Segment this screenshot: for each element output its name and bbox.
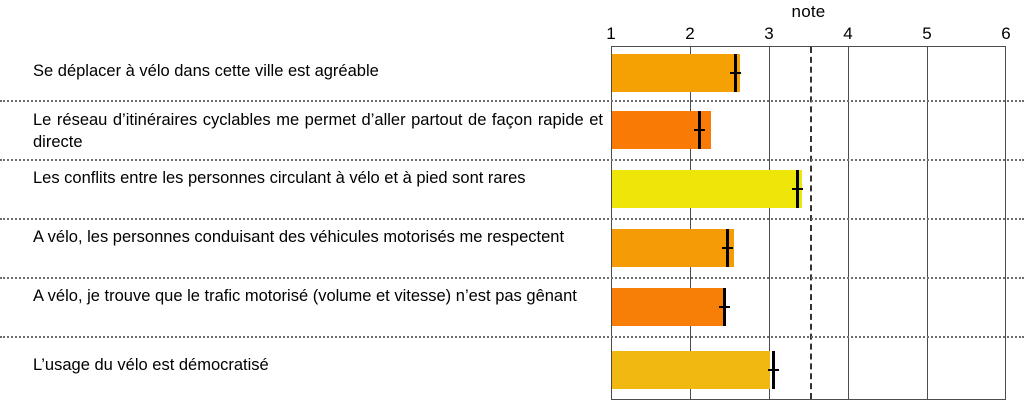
reference-line-3-5 (809, 47, 812, 399)
row-separator-1 (0, 100, 1024, 102)
bar-6 (612, 351, 770, 389)
chart-rows: Se déplacer à vélo dans cette ville est … (0, 46, 1024, 400)
bar-5 (612, 288, 723, 326)
chart-row: Le réseau d’itinéraires cyclables me per… (0, 101, 1024, 159)
row-separator-5 (0, 336, 1024, 338)
x-tick-label-1: 1 (606, 24, 616, 43)
gridline-2 (690, 47, 691, 399)
chart-row: A vélo, les personnes conduisant des véh… (0, 219, 1024, 277)
gridline-4 (848, 47, 849, 399)
error-marker-cap-5 (718, 306, 730, 308)
gridline-5 (927, 47, 928, 399)
chart-row: Les conflits entre les personnes circula… (0, 160, 1024, 218)
bar-4 (612, 229, 735, 267)
chart-row: L’usage du vélo est démocratisé (0, 337, 1024, 399)
row-label-1: Se déplacer à vélo dans cette ville est … (33, 62, 379, 80)
row-label-5: A vélo, je trouve que le trafic motorisé… (33, 287, 577, 305)
error-marker-cap-6 (767, 369, 779, 371)
x-tick-label-5: 5 (922, 24, 932, 43)
chart-row: A vélo, je trouve que le trafic motorisé… (0, 278, 1024, 336)
axis-title: note (791, 2, 826, 21)
bar-3 (612, 170, 802, 208)
row-label-2: Le réseau d’itinéraires cyclables me per… (33, 111, 603, 151)
plot-area (611, 46, 1006, 400)
x-tick-label-6: 6 (1001, 24, 1011, 43)
row-separator-4 (0, 277, 1024, 279)
error-marker-cap-2 (693, 129, 705, 131)
error-marker-cap-1 (730, 72, 742, 74)
row-label-3: Les conflits entre les personnes circula… (33, 169, 526, 187)
row-label-4: A vélo, les personnes conduisant des véh… (33, 228, 565, 246)
row-label-6: L’usage du vélo est démocratisé (33, 356, 269, 374)
x-tick-label-3: 3 (764, 24, 774, 43)
gridline-3 (769, 47, 770, 399)
x-tick-label-4: 4 (843, 24, 853, 43)
chart-row: Se déplacer à vélo dans cette ville est … (0, 46, 1024, 100)
error-marker-cap-3 (791, 188, 803, 190)
error-marker-cap-4 (722, 247, 734, 249)
x-tick-label-2: 2 (685, 24, 695, 43)
row-separator-2 (0, 159, 1024, 161)
row-separator-3 (0, 218, 1024, 220)
bar-1 (612, 54, 740, 92)
x-axis-tick-labels: 1 2 3 4 5 6 (606, 24, 1010, 46)
